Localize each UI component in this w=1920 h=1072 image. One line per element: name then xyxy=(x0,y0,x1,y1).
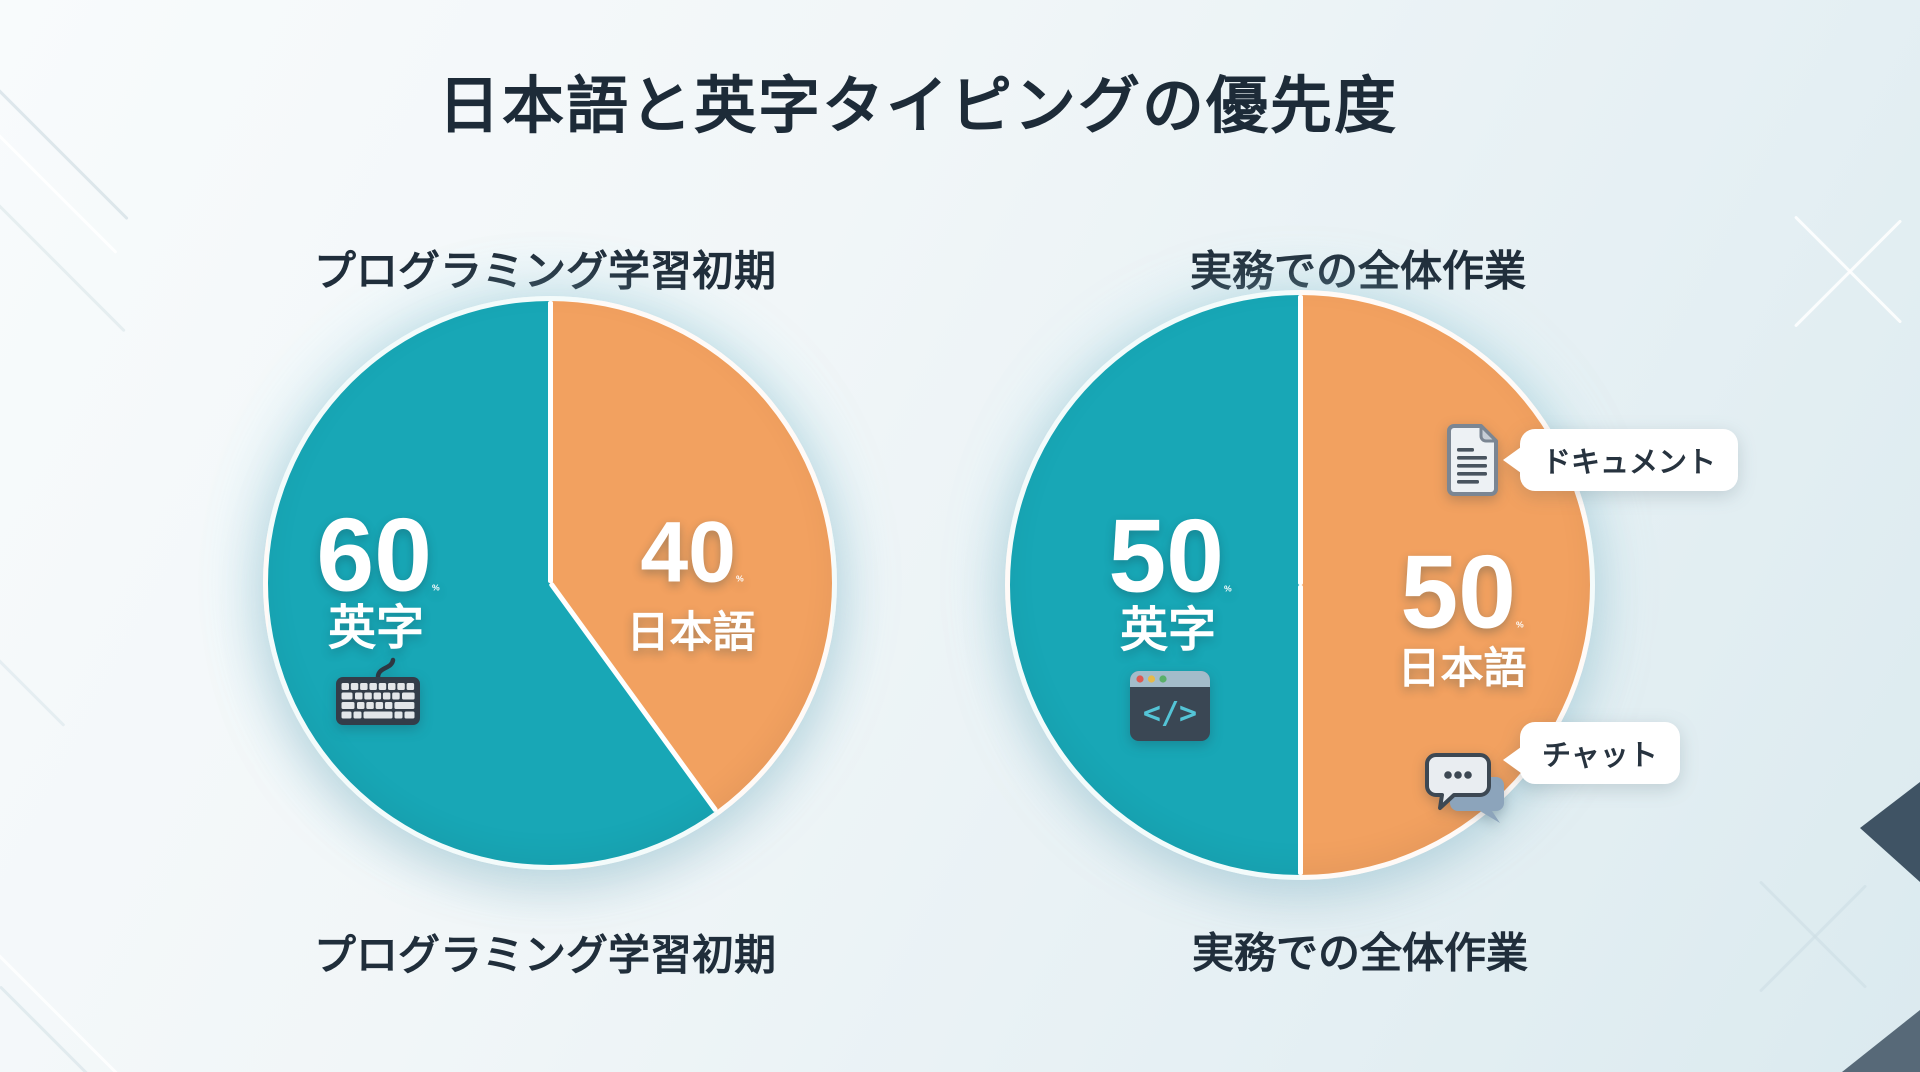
deco-chevron-line xyxy=(1793,219,1903,328)
japanese-slice-percent: 50% xyxy=(1400,534,1524,651)
english-slice-label: 英字 xyxy=(1119,604,1217,657)
english-slice-label: 英字 xyxy=(327,602,425,655)
deco-line xyxy=(0,590,66,727)
left-chart-caption: プログラミング学習初期 xyxy=(313,931,777,979)
right-chart-subtitle: 実務での全体作業 xyxy=(1189,247,1527,295)
slice-separator xyxy=(1297,585,1303,875)
left-chart-subtitle: プログラミング学習初期 xyxy=(313,247,777,295)
document-callout: ドキュメント xyxy=(1520,429,1739,491)
code-editor-icon: </> xyxy=(1127,665,1213,745)
keyboard-icon xyxy=(332,657,424,729)
pie-chart-learning-phase: 60% 英字 40% 日本語 xyxy=(263,296,837,870)
deco-line xyxy=(0,985,185,1072)
japanese-slice-label: 日本語 xyxy=(1397,645,1527,693)
english-slice-percent: 60% xyxy=(316,497,440,614)
right-chart-caption: 実務での全体作業 xyxy=(1191,929,1529,977)
japanese-slice-percent: 40% xyxy=(640,504,744,601)
english-slice-percent: 50% xyxy=(1108,498,1232,615)
chat-icon xyxy=(1424,749,1512,825)
slice-separator xyxy=(547,301,553,583)
slice-separator xyxy=(1297,295,1303,585)
deco-line xyxy=(0,55,129,221)
deco-dark-triangle xyxy=(1860,782,1920,882)
pie-chart-work-phase: 50% 英字 </> ドキュメント 50% 日本語 xyxy=(1005,290,1739,880)
deco-line xyxy=(0,110,118,254)
svg-text:</>: </> xyxy=(1143,696,1197,731)
page-title: 日本語と英字タイピングの優先度 xyxy=(437,72,1399,141)
deco-chevron-line xyxy=(1758,884,1868,993)
document-icon xyxy=(1441,422,1503,498)
deco-line xyxy=(0,935,144,1072)
chat-callout: チャット xyxy=(1520,722,1680,784)
japanese-slice-label: 日本語 xyxy=(626,609,756,657)
deco-dark-corner-triangle xyxy=(1842,1010,1920,1072)
